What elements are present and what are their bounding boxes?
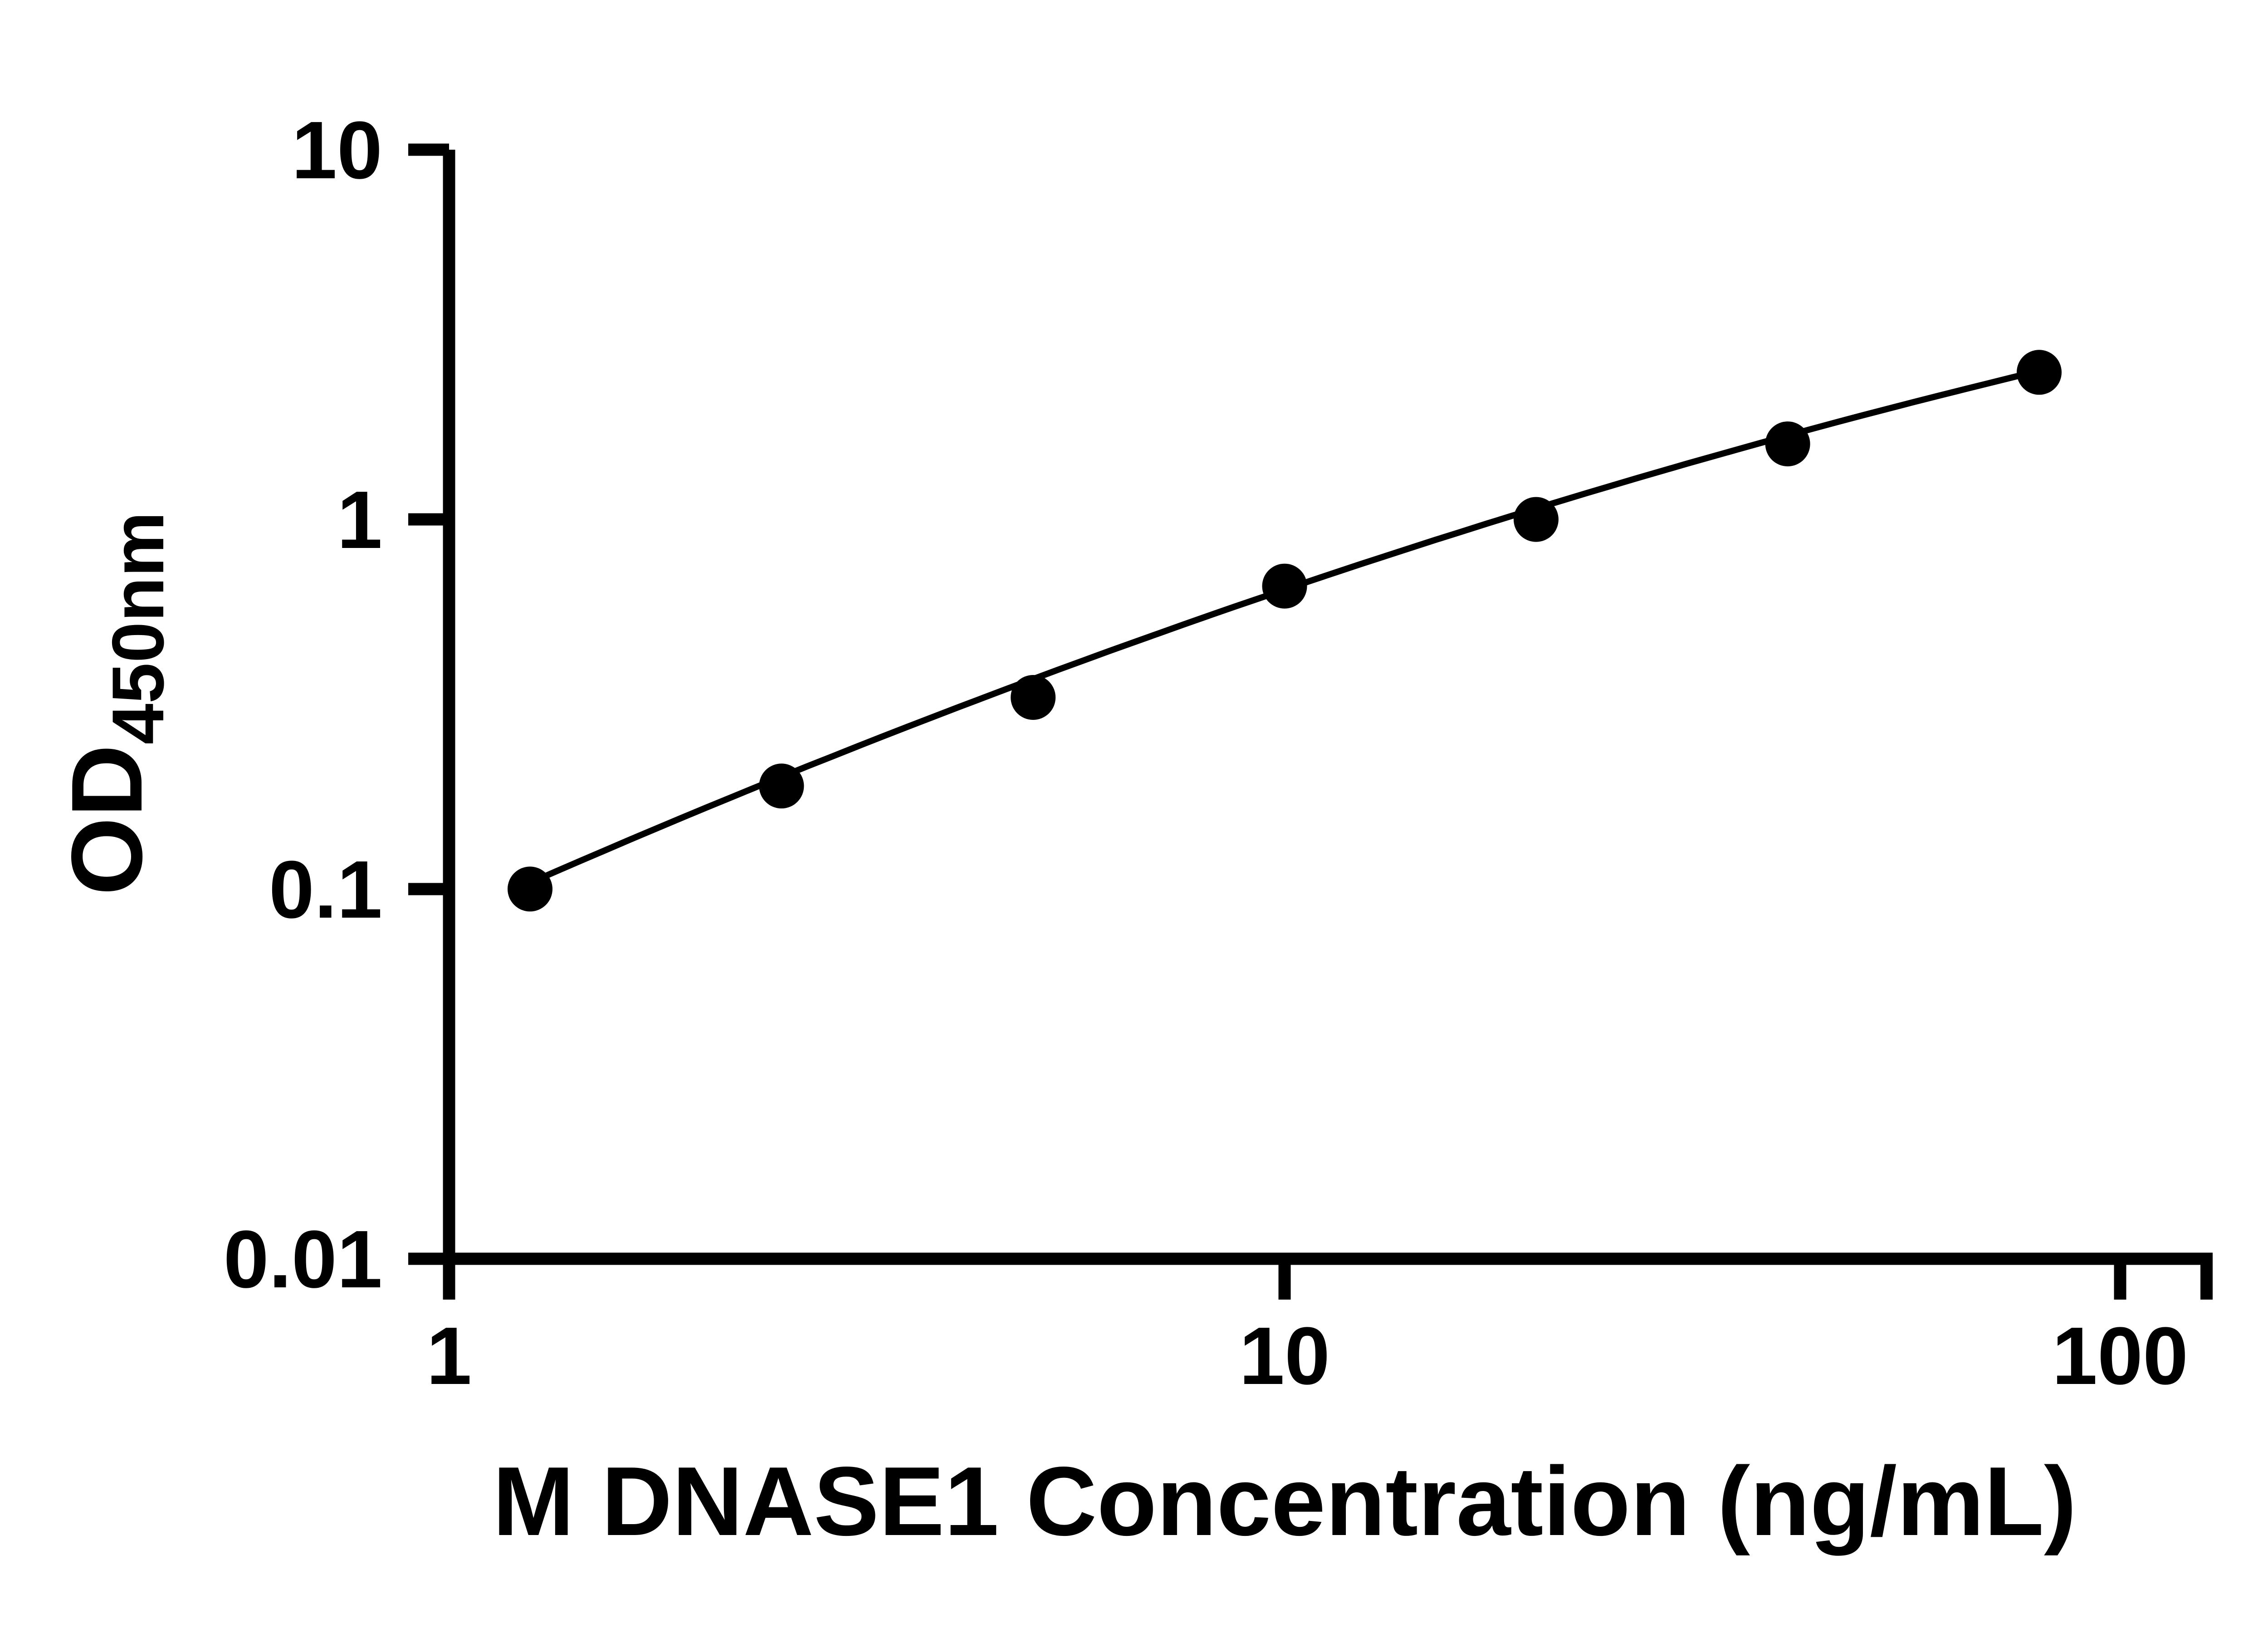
x-axis-tick-label: 100 xyxy=(2052,1310,2188,1402)
data-point xyxy=(1262,563,1307,609)
data-point xyxy=(1011,675,1056,720)
data-point xyxy=(508,866,552,912)
y-axis-tick-label: 0.01 xyxy=(224,1214,382,1305)
fit-curve xyxy=(527,367,2043,886)
x-axis-tick-label: 10 xyxy=(1239,1310,1330,1402)
y-axis-tick-label: 0.1 xyxy=(269,844,382,935)
y-axis-title-base: OD xyxy=(51,744,163,895)
y-axis-title-subscript: 450nm xyxy=(97,512,179,744)
data-point xyxy=(1513,497,1559,542)
y-axis-tick-label: 10 xyxy=(292,105,382,196)
x-axis-title: M DNASE1 Concentration (ng/mL) xyxy=(493,1446,2077,1556)
y-axis-title: OD450nm xyxy=(51,512,179,895)
y-axis-tick-label: 1 xyxy=(337,474,382,566)
data-point xyxy=(1765,421,1810,467)
x-axis-tick-label: 1 xyxy=(426,1310,472,1402)
data-point xyxy=(759,763,804,809)
data-point xyxy=(2017,350,2062,395)
